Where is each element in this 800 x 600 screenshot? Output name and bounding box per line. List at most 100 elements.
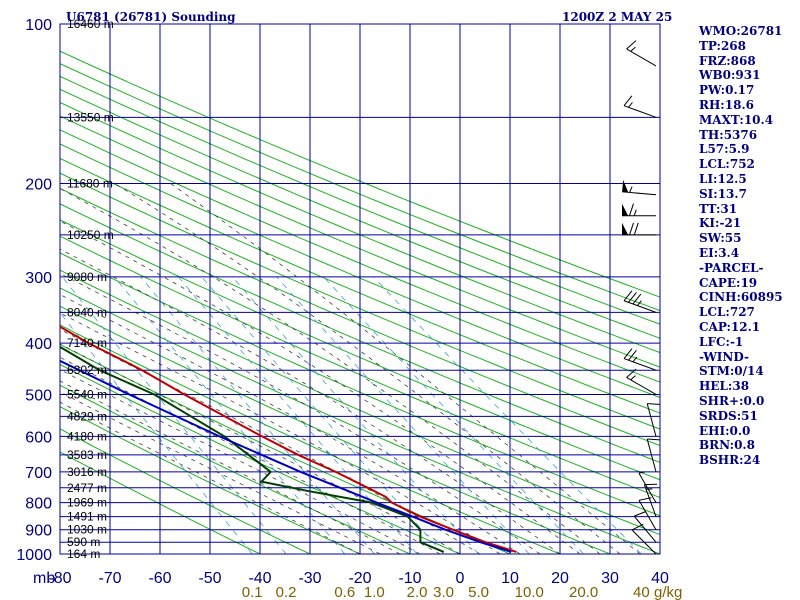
index-item: KI:-21 [699,216,742,231]
temperature-tick-label: 30 [601,570,619,587]
index-item: TP:268 [699,38,747,53]
mixing-ratio-label: 10.0 [515,584,544,600]
pressure-tick-label: 900 [25,523,52,540]
time-label: 1200Z 2 MAY 25 [562,10,672,24]
index-item: STM:0/14 [699,364,764,379]
barb-flag [622,179,629,193]
wind-barb [622,203,656,217]
barb-full [626,368,637,378]
dry-adiabat [60,235,660,499]
index-item: EHI:0.0 [699,423,751,438]
wind-barb [623,348,657,371]
barb-full [628,292,637,303]
chart-title: U6781 (26781) Sounding [66,10,236,24]
mixing-ratio-line [201,276,444,554]
barb-half [637,300,642,306]
dry-adiabat [60,157,660,414]
height-label: 3016 m [67,465,107,479]
mixing-ratio-label: 0.6 [334,584,355,600]
index-item: TT:31 [699,201,738,216]
dry-adiabat [60,75,660,325]
moist-adiabat [60,343,461,554]
barb-half [632,356,638,363]
temperature-tick-label: -30 [298,570,321,587]
dry-adiabat [60,88,660,339]
index-item: SRDS:51 [699,408,758,423]
dry-adiabat [60,384,412,554]
index-item: SW:55 [699,231,742,246]
moist-adiabat [60,272,541,554]
index-item: -PARCEL- [699,260,764,275]
height-label: 164 m [67,547,100,561]
pressure-tick-label: 400 [25,336,52,353]
wind-barb [646,403,660,437]
index-item: WMO:26781 [699,24,783,38]
height-label: 2477 m [67,481,107,495]
height-label: 3583 m [67,448,107,462]
barb-half [630,375,636,381]
wind-barb [633,511,657,543]
height-label: 9080 m [67,270,107,284]
mixing-ratio-label: 0.1 [242,584,263,600]
barb-staff [626,48,657,67]
barb-staff [643,484,657,517]
wind-barb [643,483,658,517]
temperature-tick-label: 20 [551,570,569,587]
mixing-ratio-line [232,276,479,554]
barb-staff [633,515,657,543]
barb-staff [638,472,657,503]
index-item: L57:5.9 [699,142,750,157]
dry-adiabat [60,187,660,447]
mixing-ratio-unit: g/kg [654,584,682,600]
mixing-ratio-line [178,276,418,554]
height-label: 11680 m [67,177,113,191]
adiabat-lines [60,50,660,554]
index-item: LCL:727 [699,305,755,320]
mixing-ratio-label: 40 [633,584,650,600]
barb-staff [638,500,657,530]
barb-full [628,349,637,361]
wind-barb [626,40,657,67]
dry-adiabat [60,63,660,312]
barb-staff [646,438,657,473]
mixing-ratio-line [323,276,584,554]
index-item: LCL:752 [699,157,755,172]
pressure-tick-label: 500 [25,387,52,404]
index-item: SHR+:0.0 [699,393,765,408]
height-label: 13550 m [67,110,114,124]
dry-adiabat [60,50,660,298]
mixing-ratio-label: 20.0 [569,584,598,600]
dry-adiabat [60,287,660,554]
index-item: BRN:0.8 [699,438,755,453]
temperature-tick-label: -10 [398,570,421,587]
pressure-tick-label: 100 [25,17,52,34]
pressure-tick-label: 200 [25,177,52,194]
barb-staff [646,403,657,437]
barb-flag [622,203,629,216]
height-label: 8040 m [67,305,107,319]
wind-barb [646,438,660,473]
mixing-ratio-label: 3.0 [433,584,454,600]
plot-frame [59,23,661,555]
mixing-ratio-line [373,276,642,554]
barb-full [623,348,633,359]
dry-adiabat [60,406,362,554]
height-label: 590 m [67,535,100,549]
index-item: LFC:-1 [699,334,744,349]
index-item: -WIND- [699,349,749,364]
barb-flag [622,222,629,235]
pressure-unit-label: mb [33,570,55,587]
barb-full [626,40,637,50]
barb-half [628,102,633,108]
wind-barb [623,290,657,313]
temperature-tick-label: 0 [456,570,465,587]
pressure-tick-label: 1000 [16,547,52,564]
wind-barb [638,471,657,503]
mixing-ratio-label: 5.0 [468,584,489,600]
height-label: 6302 m [67,363,107,377]
mixing-ratio-label: 0.2 [276,584,297,600]
dry-adiabat [60,129,660,383]
dry-adiabat [60,101,660,354]
barb-staff [623,300,657,313]
